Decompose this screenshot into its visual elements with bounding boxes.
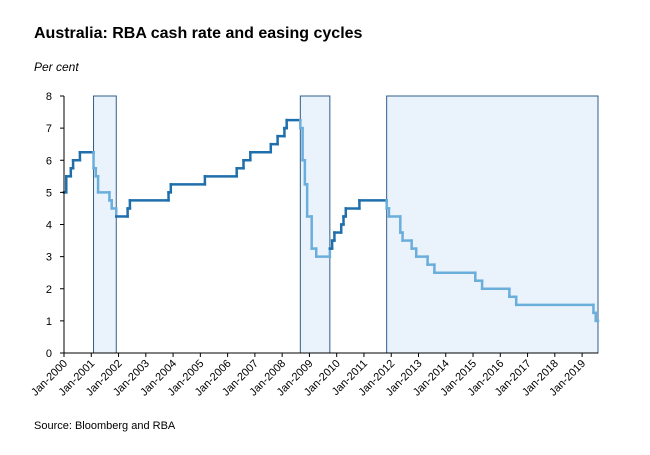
y-tick-label-1: 1 bbox=[46, 316, 52, 328]
y-tick-label-4: 4 bbox=[46, 220, 52, 232]
easing-cycle-shading bbox=[93, 95, 599, 354]
y-tick-label-8: 8 bbox=[46, 91, 52, 103]
easing-cycle-3 bbox=[386, 95, 599, 354]
easing-cycle-1 bbox=[93, 95, 117, 354]
cash-rate-series bbox=[62, 118, 600, 323]
y-tick-label-5: 5 bbox=[46, 187, 52, 199]
source-note: Source: Bloomberg and RBA bbox=[34, 420, 176, 432]
y-tick-label-2: 2 bbox=[46, 284, 52, 296]
easing-cycle-2 bbox=[299, 95, 331, 354]
y-tick-label-7: 7 bbox=[46, 123, 52, 135]
y-tick-label-6: 6 bbox=[46, 155, 52, 167]
chart-title: Australia: RBA cash rate and easing cycl… bbox=[34, 25, 363, 42]
y-axis-unit-label: Per cent bbox=[34, 60, 79, 74]
y-tick-label-3: 3 bbox=[46, 252, 52, 264]
y-tick-label-0: 0 bbox=[46, 348, 52, 360]
